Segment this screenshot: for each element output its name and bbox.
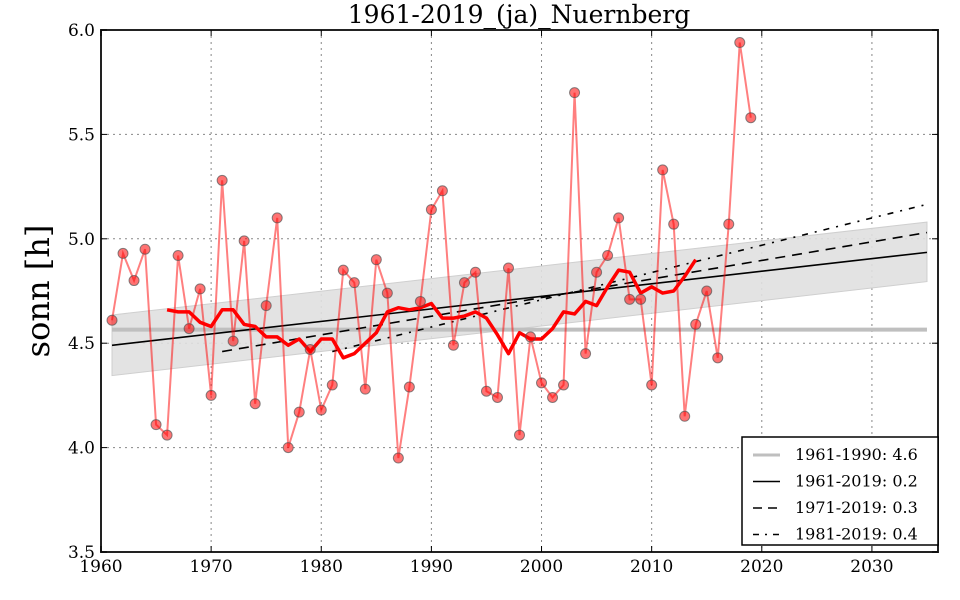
data-point: [150, 419, 162, 431]
data-point: [359, 383, 371, 395]
data-point: [558, 379, 570, 391]
data-point: [315, 404, 327, 416]
data-point: [106, 314, 118, 326]
reference-lines-layer: [111, 203, 928, 353]
data-point: [591, 266, 603, 278]
data-point: [668, 218, 680, 230]
data-point: [161, 429, 173, 441]
data-point: [712, 352, 724, 364]
data-point: [491, 391, 503, 403]
data-point: [271, 212, 283, 224]
data-point: [260, 300, 272, 312]
legend: 1961-1990: 4.6 1961-2019: 0.2 1971-2019: 0…: [741, 436, 939, 546]
y-tick-labels: 3.5 4.0 4.5 5.0 5.5 6.0: [68, 21, 95, 563]
y-tick-label: 3.5: [68, 543, 95, 563]
data-point: [249, 398, 261, 410]
data-point: [580, 348, 592, 360]
ticks: [100, 29, 938, 553]
legend-label: 1961-1990: 4.6: [795, 445, 918, 464]
data-point: [414, 295, 426, 307]
data-point: [525, 331, 537, 343]
data-point: [514, 429, 525, 441]
x-tick-labels: 1960 1970 1980 1990 2000 2010 2020 2030: [79, 557, 893, 577]
moving-average-line: [166, 258, 698, 360]
data-point: [723, 218, 735, 230]
data-point: [536, 377, 548, 389]
data-point: [690, 318, 702, 330]
data-point: [624, 293, 636, 305]
y-axis-label: sonn [h]: [19, 225, 57, 358]
data-point: [635, 293, 647, 305]
series-layer: [106, 37, 757, 464]
data-point: [403, 381, 415, 393]
data-point: [337, 264, 349, 276]
data-point: [458, 277, 470, 289]
plot-area: [100, 29, 939, 553]
reference-line-dashdot: [332, 203, 928, 353]
data-point: [370, 254, 382, 266]
data-point: [657, 164, 669, 176]
reference-line-solid: [111, 251, 928, 347]
data-point: [117, 247, 129, 259]
y-tick-label: 6.0: [68, 21, 95, 41]
data-point: [139, 243, 151, 255]
x-tick-label: 2010: [630, 557, 673, 577]
data-point: [205, 389, 217, 401]
x-tick-label: 2030: [850, 557, 893, 577]
data-point: [745, 112, 757, 124]
y-tick-label: 4.0: [68, 439, 95, 459]
data-point: [547, 391, 559, 403]
data-point: [502, 262, 514, 274]
data-point: [679, 410, 691, 422]
legend-label: 1981-2019: 0.4: [795, 525, 918, 544]
data-point: [304, 343, 316, 355]
legend-label: 1971-2019: 0.3: [795, 498, 918, 517]
data-point: [238, 235, 250, 247]
y-tick-label: 5.5: [68, 125, 95, 145]
data-point: [469, 266, 481, 278]
data-point: [183, 323, 195, 335]
data-point: [293, 406, 305, 418]
x-tick-label: 1980: [300, 557, 343, 577]
chart-title: 1961-2019_(ja)_Nuernberg: [348, 0, 690, 29]
data-point: [381, 287, 393, 299]
data-point: [172, 250, 184, 262]
data-point: [602, 250, 614, 262]
axes-frame: [100, 29, 939, 553]
data-point: [128, 275, 140, 287]
data-point: [613, 212, 625, 224]
data-point: [348, 277, 360, 289]
x-tick-label: 1970: [189, 557, 232, 577]
reference-line-dashed: [222, 231, 928, 353]
x-tick-label: 1960: [79, 557, 122, 577]
data-point: [392, 452, 404, 464]
data-point: [447, 339, 459, 351]
data-point: [216, 174, 228, 186]
legend-label: 1961-2019: 0.2: [795, 472, 918, 491]
x-tick-label: 2020: [740, 557, 783, 577]
x-tick-label: 2000: [520, 557, 563, 577]
data-point: [734, 37, 746, 49]
data-point: [425, 204, 437, 216]
data-point: [436, 185, 448, 197]
data-point: [646, 379, 658, 391]
data-point: [701, 285, 713, 297]
data-point: [194, 283, 206, 295]
x-tick-label: 1990: [410, 557, 453, 577]
data-point: [326, 379, 338, 391]
data-point: [282, 442, 294, 454]
data-point: [569, 87, 581, 99]
y-tick-label: 4.5: [68, 334, 95, 354]
data-point: [227, 335, 239, 347]
data-point: [480, 385, 492, 397]
y-tick-label: 5.0: [68, 230, 95, 250]
